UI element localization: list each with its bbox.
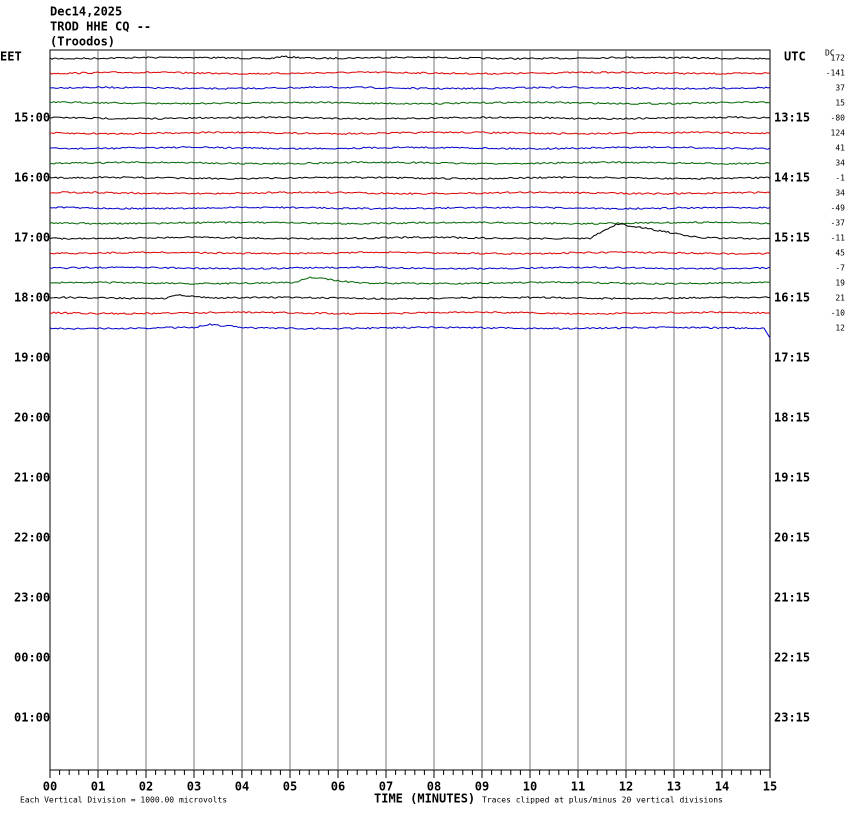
- trace: [50, 116, 771, 120]
- trace: [49, 294, 770, 300]
- right-hour-label: 14:15: [774, 171, 810, 185]
- x-tick-label: 10: [523, 780, 537, 794]
- scale-note: Each Vertical Division = 1000.00 microvo…: [20, 796, 227, 805]
- left-hour-label: 17:00: [14, 231, 50, 245]
- left-hour-label: 16:00: [14, 171, 50, 185]
- dc-offset: 172: [831, 54, 846, 63]
- right-hour-label: 13:15: [774, 111, 810, 125]
- trace: [49, 276, 770, 285]
- dc-offset: 124: [831, 129, 846, 138]
- trace: [49, 55, 771, 60]
- dc-offset: -10: [831, 309, 846, 318]
- dc-offset: 21: [835, 294, 845, 303]
- trace: [50, 131, 771, 135]
- dc-offset: -7: [835, 264, 845, 273]
- x-tick-label: 09: [475, 780, 489, 794]
- plot-frame: [49, 49, 771, 771]
- trace: [49, 311, 771, 315]
- left-hour-label: 21:00: [14, 471, 50, 485]
- left-hour-label: 19:00: [14, 351, 50, 365]
- trace: [49, 266, 771, 270]
- location: (Troodos): [50, 35, 115, 49]
- right-hour-label: 18:15: [774, 411, 810, 425]
- dc-offset: 15: [835, 99, 845, 108]
- dc-offset: 19: [835, 279, 845, 288]
- x-tick-label: 04: [235, 780, 249, 794]
- left-hour-label: 01:00: [14, 711, 50, 725]
- right-hour-label: 22:15: [774, 651, 810, 665]
- trace: [49, 221, 771, 225]
- trace: [49, 146, 771, 150]
- x-tick-label: 02: [139, 780, 153, 794]
- right-hour-label: 15:15: [774, 231, 810, 245]
- dc-offset: -141: [826, 69, 845, 78]
- x-tick-label: 15: [763, 780, 777, 794]
- x-tick-label: 11: [571, 780, 585, 794]
- x-tick-label: 13: [667, 780, 681, 794]
- right-hour-label: 17:15: [774, 351, 810, 365]
- dc-offset: -11: [831, 234, 846, 243]
- trace: [49, 71, 771, 75]
- right-hour-label: 23:15: [774, 711, 810, 725]
- left-hour-label: 22:00: [14, 531, 50, 545]
- dc-offset: -1: [835, 174, 845, 183]
- dc-offset: -49: [831, 204, 846, 213]
- right-hour-label: 21:15: [774, 591, 810, 605]
- x-tick-label: 01: [91, 780, 105, 794]
- date: Dec14,2025: [50, 5, 122, 19]
- left-hour-label: 20:00: [14, 411, 50, 425]
- dc-offset: 37: [835, 84, 845, 93]
- trace: [49, 251, 771, 255]
- dc-offset: 41: [835, 144, 845, 153]
- right-hour-label: 19:15: [774, 471, 810, 485]
- x-tick-label: 06: [331, 780, 345, 794]
- trace: [49, 101, 771, 105]
- x-tick-label: 03: [187, 780, 201, 794]
- left-axis-title: EET: [0, 50, 22, 64]
- x-tick-label: 07: [379, 780, 393, 794]
- x-tick-label: 14: [715, 780, 729, 794]
- trace: [49, 323, 771, 339]
- right-axis-title: UTC: [784, 50, 806, 64]
- trace: [49, 191, 771, 195]
- x-tick-label: 00: [43, 780, 57, 794]
- dc-offset: -37: [831, 219, 846, 228]
- trace: [49, 85, 771, 90]
- dc-offset: 12: [835, 324, 845, 333]
- left-hour-label: 15:00: [14, 111, 50, 125]
- dc-offset: 34: [835, 189, 845, 198]
- trace: [49, 223, 771, 240]
- dc-offset: -80: [831, 114, 846, 123]
- dc-title: DC: [825, 49, 835, 58]
- left-hour-label: 00:00: [14, 651, 50, 665]
- dc-offset: 45: [835, 249, 845, 258]
- trace: [49, 161, 771, 165]
- left-hour-label: 23:00: [14, 591, 50, 605]
- right-hour-label: 16:15: [774, 291, 810, 305]
- dc-offset: 34: [835, 159, 845, 168]
- right-hour-label: 20:15: [774, 531, 810, 545]
- x-tick-label: 12: [619, 780, 633, 794]
- left-hour-label: 18:00: [14, 291, 50, 305]
- x-tick-label: 08: [427, 780, 441, 794]
- trace: [49, 206, 771, 210]
- x-axis-title: TIME (MINUTES): [374, 792, 475, 806]
- clip-note: Traces clipped at plus/minus 20 vertical…: [482, 796, 723, 805]
- x-tick-label: 05: [283, 780, 297, 794]
- trace: [49, 176, 771, 180]
- station: TROD HHE CQ --: [50, 20, 151, 34]
